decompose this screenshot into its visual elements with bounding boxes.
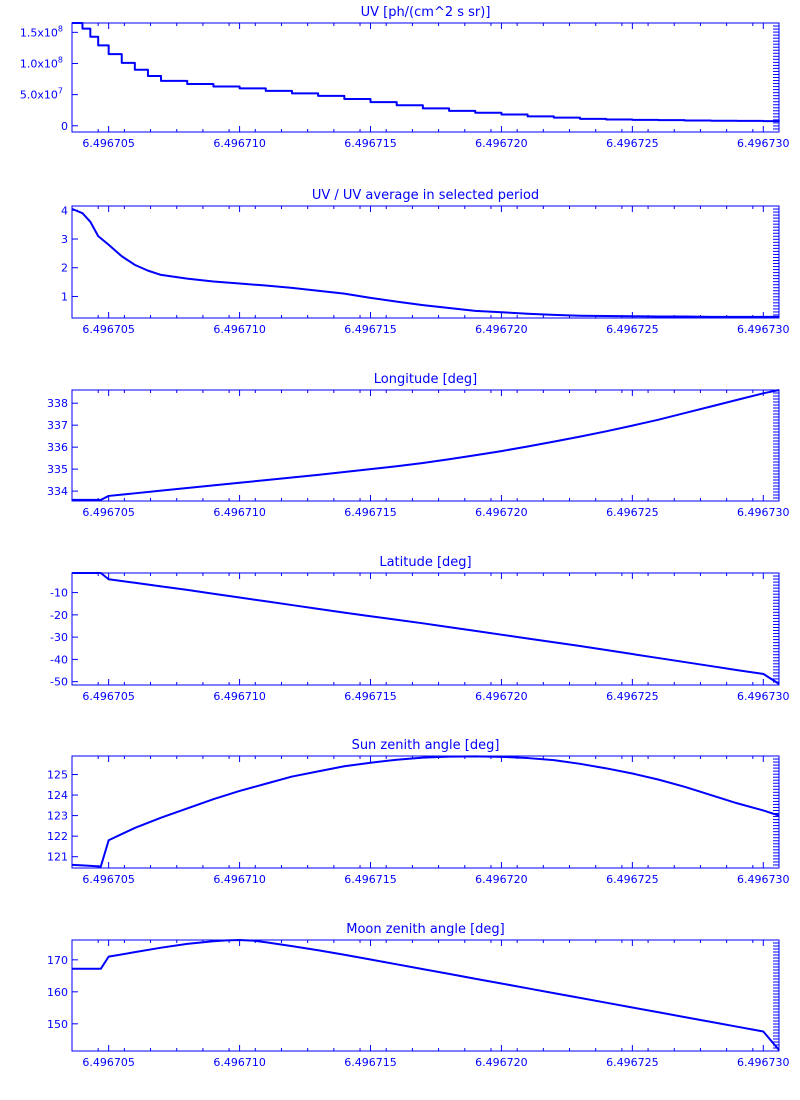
x-tick-label: 6.496710 — [213, 1056, 266, 1069]
x-tick-label: 6.496705 — [82, 1056, 135, 1069]
plot-frame — [71, 205, 780, 319]
chart-panel-1: UV [ph/(cm^2 s sr)] 6.496705 6.496710 6.496… — [20, 5, 790, 150]
series-line — [72, 572, 780, 685]
x-tick-label: 6.496715 — [344, 690, 397, 703]
x-tick-label: 6.496710 — [213, 690, 266, 703]
x-tick-label: 6.496710 — [213, 137, 266, 150]
x-tick-label: 6.496720 — [475, 137, 528, 150]
x-tick-label: 6.496720 — [475, 1056, 528, 1069]
y-tick-label-exponent: 8 — [58, 24, 63, 33]
x-tick-label: 6.496715 — [344, 323, 397, 336]
y-tick-label: 160 — [47, 986, 68, 999]
x-tick-label: 6.496730 — [737, 137, 790, 150]
x-tick-label: 6.496715 — [344, 1056, 397, 1069]
y-tick-label: -10 — [50, 587, 68, 600]
x-tick-label: 6.496715 — [344, 506, 397, 519]
y-tick-label-exponent: 7 — [58, 87, 63, 96]
x-tick-label: 6.496710 — [213, 323, 266, 336]
y-tick-label: 338 — [47, 397, 68, 410]
plot-frame — [71, 22, 780, 133]
x-tick-label: 6.496725 — [606, 873, 659, 886]
x-tick-label: 6.496720 — [475, 323, 528, 336]
plot-frame — [71, 389, 780, 502]
y-tick-label: 334 — [47, 485, 68, 498]
chart-title: Longitude [deg] — [374, 372, 477, 387]
x-tick-label: 6.496715 — [344, 873, 397, 886]
chart-title: Moon zenith angle [deg] — [346, 922, 504, 937]
y-tick-label-base: 5.0x10 — [20, 89, 58, 102]
series-line — [72, 939, 780, 1051]
x-tick-label: 6.496705 — [82, 506, 135, 519]
y-tick-label: 123 — [47, 810, 68, 823]
y-tick-label: 1.0x108 — [20, 55, 63, 70]
y-tick-label: 3 — [61, 233, 68, 246]
y-tick-label-exponent: 8 — [58, 55, 63, 64]
series-line — [71, 755, 780, 868]
x-tick-label: 6.496720 — [475, 690, 528, 703]
x-tick-label: 6.496715 — [344, 137, 397, 150]
y-tick-label: 5.0x107 — [20, 87, 63, 102]
series-line — [72, 22, 780, 123]
y-tick-label: -30 — [50, 631, 68, 644]
x-tick-label: 6.496720 — [475, 873, 528, 886]
y-tick-label: 125 — [47, 768, 68, 781]
x-tick-label: 6.496725 — [606, 506, 659, 519]
y-tick-label: 4 — [61, 204, 68, 217]
x-tick-label: 6.496725 — [606, 137, 659, 150]
y-tick-label: 122 — [47, 830, 68, 843]
x-tick-label: 6.496710 — [213, 873, 266, 886]
chart-title: Sun zenith angle [deg] — [352, 738, 500, 753]
x-tick-label: 6.496720 — [475, 506, 528, 519]
x-tick-label: 6.496730 — [737, 506, 790, 519]
chart-title: UV / UV average in selected period — [312, 188, 539, 203]
x-tick-label: 6.496725 — [606, 323, 659, 336]
x-tick-label: 6.496725 — [606, 1056, 659, 1069]
y-tick-label: 170 — [47, 954, 68, 967]
x-tick-label: 6.496730 — [737, 873, 790, 886]
chart-title: UV [ph/(cm^2 s sr)] — [361, 5, 491, 20]
x-tick-label: 6.496730 — [737, 323, 790, 336]
chart-panel-2: UV / UV average in selected period 6.4967… — [61, 188, 790, 336]
y-tick-label: -50 — [50, 676, 68, 689]
y-tick-label: 150 — [47, 1018, 68, 1031]
chart-title: Latitude [deg] — [379, 555, 471, 570]
y-tick-label: 337 — [47, 419, 68, 432]
x-tick-label: 6.496705 — [82, 323, 135, 336]
y-tick-label: 124 — [47, 789, 68, 802]
y-tick-label: 0 — [61, 120, 68, 133]
x-tick-label: 6.496705 — [82, 690, 135, 703]
x-tick-label: 6.496710 — [213, 506, 266, 519]
series-line — [71, 207, 779, 318]
y-tick-label: 2 — [61, 262, 68, 275]
chart-panel-6: Moon zenith angle [deg] 6.496705 6.496710 6… — [47, 922, 790, 1069]
chart-panel-4: Latitude [deg] 6.496705 6.496710 6.496715 6.… — [50, 555, 790, 703]
y-tick-label: 1.5x108 — [20, 24, 63, 39]
plot-frame — [71, 572, 780, 686]
x-tick-label: 6.496705 — [82, 873, 135, 886]
series-line — [72, 389, 780, 501]
y-tick-label: -20 — [50, 609, 68, 622]
x-tick-label: 6.496730 — [737, 1056, 790, 1069]
chart-panel-5: Sun zenith angle [deg] 6.496705 6.496710 6.… — [47, 738, 790, 886]
y-tick-label: 1 — [61, 290, 68, 303]
plot-frame — [71, 755, 780, 869]
chart-panel-3: Longitude [deg] 6.496705 6.496710 6.496715 6… — [47, 372, 790, 519]
y-tick-label: -40 — [50, 653, 68, 666]
y-tick-label-base: 1.5x10 — [20, 26, 58, 39]
x-tick-label: 6.496725 — [606, 690, 659, 703]
y-tick-label-base: 1.0x10 — [20, 57, 58, 70]
y-tick-label: 121 — [47, 851, 68, 864]
x-tick-label: 6.496730 — [737, 690, 790, 703]
y-tick-label: 335 — [47, 463, 68, 476]
plot-frame — [71, 939, 780, 1052]
y-tick-label: 336 — [47, 441, 68, 454]
x-tick-label: 6.496705 — [82, 137, 135, 150]
